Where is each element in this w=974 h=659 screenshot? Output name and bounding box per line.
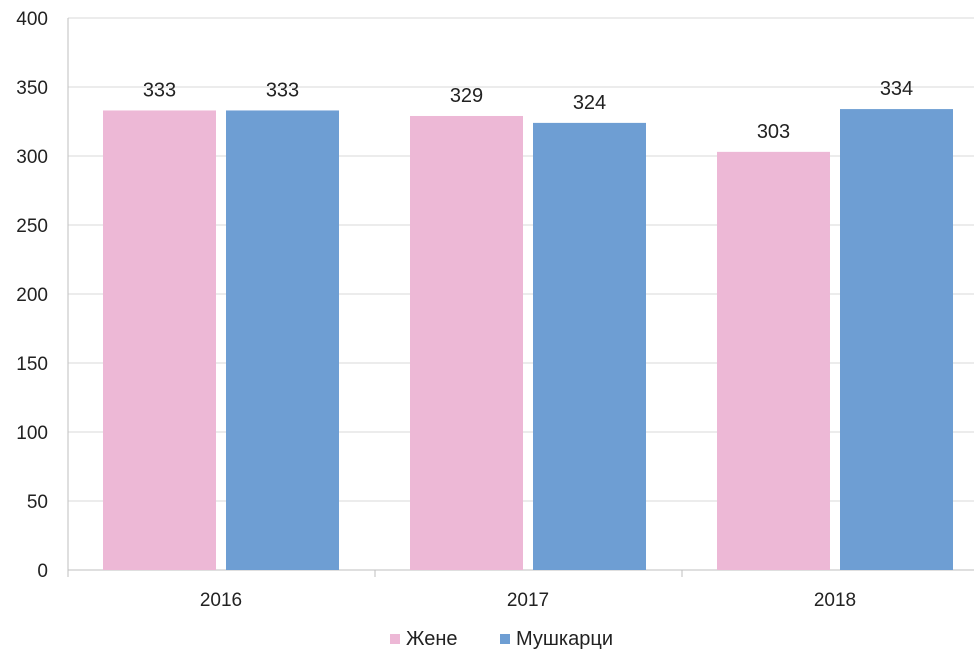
- y-tick-label: 200: [16, 285, 48, 306]
- y-tick-label: 100: [16, 423, 48, 444]
- legend: Жене Мушкарци: [390, 628, 613, 650]
- y-tick-label: 250: [16, 216, 48, 237]
- bar-Мушкарци-2018: [840, 109, 953, 570]
- data-label: 303: [757, 121, 790, 143]
- data-label: 329: [450, 85, 483, 107]
- y-axis-tick-labels: 0 50 100 150 200 250 300 350 400: [16, 9, 48, 582]
- x-tick-label: 2017: [507, 590, 549, 611]
- data-label: 334: [880, 78, 913, 100]
- data-labels: 333 333 329 324 303 334: [143, 78, 913, 143]
- data-label: 324: [573, 92, 606, 114]
- legend-label: Жене: [406, 628, 458, 650]
- bar-Жене-2017: [410, 115, 523, 570]
- bar-Жене-2016: [103, 110, 216, 571]
- x-tick-label: 2018: [814, 590, 856, 611]
- x-tick-label: 2016: [200, 590, 242, 611]
- x-axis-tick-labels: 2016 2017 2018: [200, 590, 856, 611]
- y-tick-label: 300: [16, 147, 48, 168]
- bars: [103, 109, 953, 571]
- bar-Мушкарци-2017: [533, 122, 646, 570]
- legend-label: Мушкарци: [516, 628, 613, 650]
- y-tick-label: 150: [16, 354, 48, 375]
- y-tick-label: 350: [16, 78, 48, 99]
- y-tick-label: 50: [27, 492, 48, 513]
- bar-Жене-2018: [717, 151, 830, 571]
- data-label: 333: [143, 79, 176, 101]
- legend-swatch: [390, 634, 400, 644]
- bar-Мушкарци-2016: [226, 110, 339, 571]
- y-tick-label: 0: [37, 561, 48, 582]
- data-label: 333: [266, 79, 299, 101]
- y-tick-label: 400: [16, 9, 48, 30]
- legend-swatch: [500, 634, 510, 644]
